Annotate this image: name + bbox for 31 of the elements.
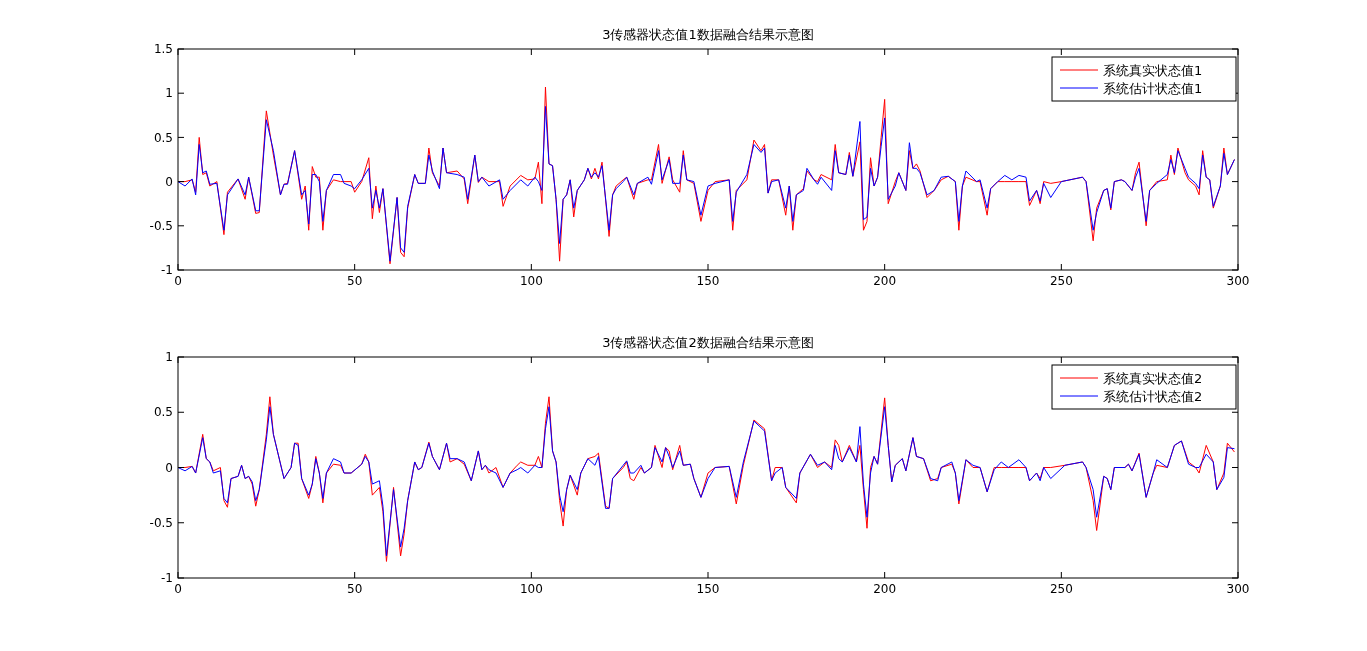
x-tick-label: 250 xyxy=(1049,582,1073,596)
y-tick-label: 0.5 xyxy=(153,405,173,420)
x-tick-label: 300 xyxy=(1226,582,1250,596)
x-tick-label: 0 xyxy=(174,582,182,596)
chart-title: 3传感器状态值1数据融合结果示意图 xyxy=(602,27,814,42)
x-tick-label: 100 xyxy=(519,274,543,288)
x-tick-label: 100 xyxy=(519,582,543,596)
y-tick-label: 1 xyxy=(165,350,173,365)
y-tick-label: 0 xyxy=(165,460,173,475)
x-tick-label: 0 xyxy=(174,274,182,288)
x-tick-label: 250 xyxy=(1049,274,1073,288)
y-tick-label: 0.5 xyxy=(153,130,173,145)
legend-label: 系统估计状态值2 xyxy=(1103,388,1203,404)
x-tick-label: 50 xyxy=(347,582,363,596)
y-tick-label: 1 xyxy=(165,86,173,101)
x-tick-label: 200 xyxy=(873,274,897,288)
legend-label: 系统估计状态值1 xyxy=(1103,80,1203,96)
y-tick-label: -1 xyxy=(161,571,173,586)
x-tick-label: 150 xyxy=(696,582,720,596)
y-tick-label: -0.5 xyxy=(149,515,173,530)
y-tick-label: -1 xyxy=(161,263,173,278)
x-tick-label: 150 xyxy=(696,274,720,288)
x-tick-label: 50 xyxy=(347,274,363,288)
x-tick-label: 200 xyxy=(873,582,897,596)
y-tick-label: -0.5 xyxy=(149,219,173,233)
x-tick-label: 300 xyxy=(1226,274,1250,288)
legend-label: 系统真实状态值2 xyxy=(1103,370,1203,386)
y-tick-label: 1.5 xyxy=(153,42,173,57)
y-tick-label: 0 xyxy=(165,174,173,189)
chart-title: 3传感器状态值2数据融合结果示意图 xyxy=(602,335,814,350)
legend-label: 系统真实状态值1 xyxy=(1103,62,1203,78)
